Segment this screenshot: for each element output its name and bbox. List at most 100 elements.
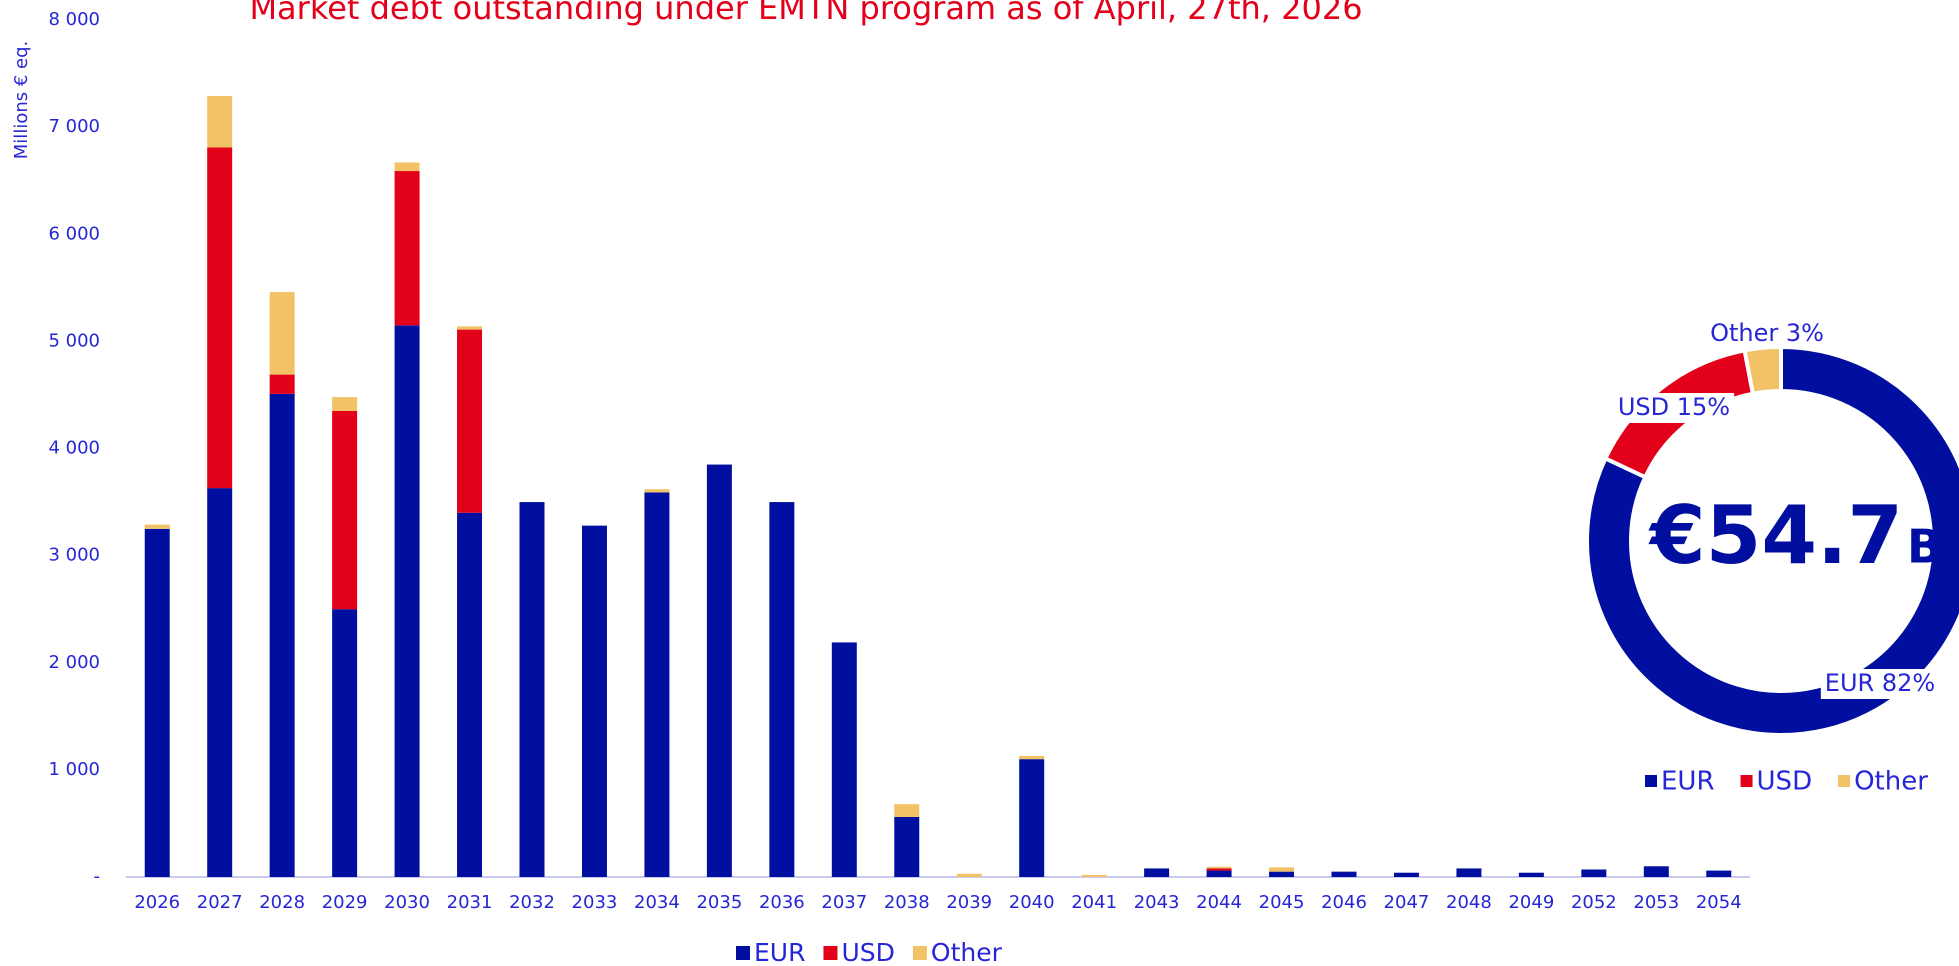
legend-swatch (1740, 775, 1753, 787)
x-tick-label: 2035 (696, 892, 742, 913)
y-tick-label: 4 000 (48, 438, 100, 459)
x-tick-label: 2039 (946, 892, 992, 913)
bar-segment (269, 292, 295, 375)
bar-segment (1206, 868, 1232, 871)
x-tick-label: 2053 (1633, 892, 1679, 913)
x-tick-label: 2052 (1571, 892, 1617, 913)
x-tick-label: 2029 (322, 892, 368, 913)
bar-segment (457, 326, 483, 330)
bar-segment (1393, 872, 1419, 877)
legend-label: EUR (1661, 767, 1715, 797)
x-tick-label: 2043 (1134, 892, 1180, 913)
x-tick-label: 2040 (1009, 892, 1055, 913)
x-tick-label: 2032 (509, 892, 555, 913)
bar-segment (269, 374, 295, 394)
x-tick-label: 2041 (1071, 892, 1117, 913)
bar-segment (207, 147, 233, 489)
chart-title: Market debt outstanding under EMTN progr… (249, 0, 1362, 27)
legend-swatch (912, 946, 927, 960)
bar-segment (706, 464, 732, 877)
bar-segment (1144, 868, 1170, 877)
x-tick-label: 2054 (1696, 892, 1742, 913)
x-tick-label: 2027 (197, 892, 243, 913)
x-tick-label: 2049 (1508, 892, 1554, 913)
bar-segment (207, 96, 233, 148)
x-tick-label: 2037 (821, 892, 867, 913)
bar-segment (519, 502, 545, 877)
bar-segment (894, 804, 920, 818)
legend-label: USD (841, 938, 894, 966)
bar-segment (144, 524, 170, 529)
y-tick-label: 8 000 (48, 9, 100, 30)
bar-segment (956, 873, 982, 877)
legend-label: Other (931, 938, 1003, 966)
donut-label: Other 3% (1710, 319, 1824, 347)
donut-label-bg (1706, 319, 1828, 349)
bar-segment (1331, 871, 1357, 877)
bar-segment (1206, 866, 1232, 869)
y-tick-label: 3 000 (48, 545, 100, 566)
bar-segment (644, 492, 670, 877)
x-tick-label: 2045 (1259, 892, 1305, 913)
donut-label: USD 15% (1618, 393, 1730, 421)
bar-segment (581, 525, 607, 877)
x-tick-label: 2028 (259, 892, 305, 913)
bar-segment (1456, 868, 1482, 877)
x-tick-label: 2030 (384, 892, 430, 913)
y-tick-label: 2 000 (48, 652, 100, 673)
bar-segment (457, 329, 483, 513)
donut-label-bg (1613, 393, 1735, 423)
bar-segment (144, 528, 170, 877)
legend-swatch (736, 946, 750, 960)
bar-segment (769, 502, 795, 877)
bar-segment (1518, 872, 1544, 877)
donut-label: EUR 82% (1825, 669, 1935, 697)
bar-segment (332, 411, 358, 610)
legend-label: USD (1757, 767, 1813, 797)
x-tick-label: 2036 (759, 892, 805, 913)
legend-label: Other (1854, 767, 1928, 797)
donut-slice (1585, 344, 1959, 737)
bar-segment (394, 162, 420, 172)
bar-segment (1019, 759, 1045, 877)
bar-segment (207, 488, 233, 877)
y-tick-label: 7 000 (48, 116, 100, 137)
legend-swatch (1838, 775, 1851, 787)
x-tick-label: 2044 (1196, 892, 1242, 913)
x-tick-label: 2048 (1446, 892, 1492, 913)
bar-segment (332, 609, 358, 877)
bar-segment (1206, 870, 1232, 877)
x-tick-label: 2038 (884, 892, 930, 913)
x-tick-label: 2033 (572, 892, 618, 913)
y-tick-label: 5 000 (48, 330, 100, 351)
bar-segment (894, 817, 920, 877)
bar-segment (1019, 755, 1045, 760)
x-tick-label: 2026 (134, 892, 180, 913)
bar-segment (269, 393, 295, 877)
x-tick-label: 2034 (634, 892, 680, 913)
legend-label: EUR (754, 938, 805, 966)
x-tick-label: 2046 (1321, 892, 1367, 913)
y-tick-label: 6 000 (48, 223, 100, 244)
legend-swatch (1645, 775, 1657, 787)
bar-segment (1706, 870, 1732, 877)
bar-segment (831, 642, 857, 877)
bar-segment (394, 325, 420, 877)
bar-segment (1269, 867, 1295, 872)
bar-segment (394, 171, 420, 326)
donut-center-value: €54.7 (1648, 489, 1903, 582)
bar-segment (1581, 869, 1607, 877)
donut-label-bg (1820, 669, 1940, 699)
bar-segment (1081, 874, 1107, 877)
donut-slice (1742, 344, 1783, 396)
bar-segment (1269, 871, 1295, 877)
y-tick-label: 1 000 (48, 759, 100, 780)
y-tick-label: - (94, 866, 101, 887)
bar-segment (332, 397, 358, 412)
bar-segment (457, 512, 483, 877)
x-tick-label: 2047 (1384, 892, 1430, 913)
bar-segment (644, 489, 670, 493)
donut-center-unit: Bn (1907, 520, 1959, 574)
x-tick-label: 2031 (447, 892, 493, 913)
